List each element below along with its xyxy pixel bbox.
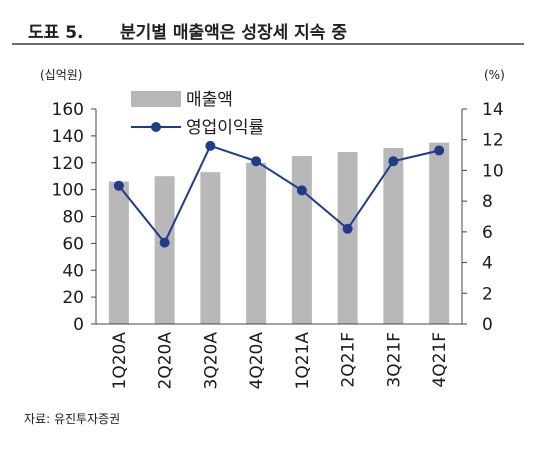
bar-revenue-1Q20A [108,181,129,324]
y-left-tick-label: 100 [52,181,84,201]
line-point-3Q21F [388,156,399,167]
y-right-unit-label: (%) [484,68,505,82]
bar-revenue-2Q21F [337,152,358,324]
line-point-1Q21A [296,185,307,196]
y-left-unit-label: (십억원) [40,68,82,82]
y-right-tick-label: 0 [482,315,493,335]
line-point-3Q20A [205,140,216,151]
bar-revenue-3Q21F [383,147,404,324]
x-tick-label: 3Q20A [201,332,221,390]
source-note: 자료: 유진투자증권 [24,412,121,426]
bar-revenue-1Q21A [291,156,312,324]
y-right-tick-label: 6 [482,223,493,243]
title-divider [12,43,524,45]
series-line-operating-margin [118,144,440,245]
y-right-tick-label: 4 [482,254,493,274]
bar-revenue-2Q20A [154,176,175,324]
bar-revenue-3Q20A [200,172,221,324]
legend-label-revenue: 매출액 [186,90,233,110]
y-right-tick-label: 2 [482,284,493,304]
legend-swatch-revenue [131,91,181,107]
bar-revenue-4Q21F [429,142,450,324]
y-left-tick-label: 20 [62,288,84,308]
y-right-tick-label: 10 [482,161,504,181]
line-point-4Q21F [434,145,445,156]
x-tick-label: 2Q21F [339,332,359,388]
bar-revenue-4Q20A [246,162,267,324]
line-point-4Q20A [251,156,262,167]
line-point-2Q20A [159,237,170,248]
y-right-tick-label: 8 [482,192,493,212]
y-left-tick-label: 140 [52,127,84,147]
figure-title: 분기별 매출액은 성장세 지속 중 [120,23,347,43]
x-tick-label: 4Q21F [430,332,450,388]
y-left-tick-label: 40 [62,261,84,281]
x-tick-label: 3Q21F [384,332,404,388]
line-point-1Q20A [113,180,124,191]
legend-label-operating-margin: 영업이익률 [186,118,264,138]
y-left-tick-label: 160 [52,100,84,120]
x-tick-label: 1Q21A [293,332,313,390]
y-left-tick-label: 120 [52,154,84,174]
legend-marker-operating-margin [151,122,161,132]
figure-header: 도표 5. 분기별 매출액은 성장세 지속 중 [8,10,528,43]
x-tick-label: 1Q20A [110,332,130,390]
figure-number: 도표 5. [28,23,84,43]
y-right-tick-label: 12 [482,131,504,151]
x-tick-label: 2Q20A [156,332,176,390]
x-tick-label: 4Q20A [247,332,267,390]
y-left-tick-label: 80 [62,208,84,228]
line-point-2Q21F [342,223,353,234]
y-left-tick-label: 60 [62,234,84,254]
y-left-tick-label: 0 [73,315,84,335]
y-right-tick-label: 14 [482,100,504,120]
